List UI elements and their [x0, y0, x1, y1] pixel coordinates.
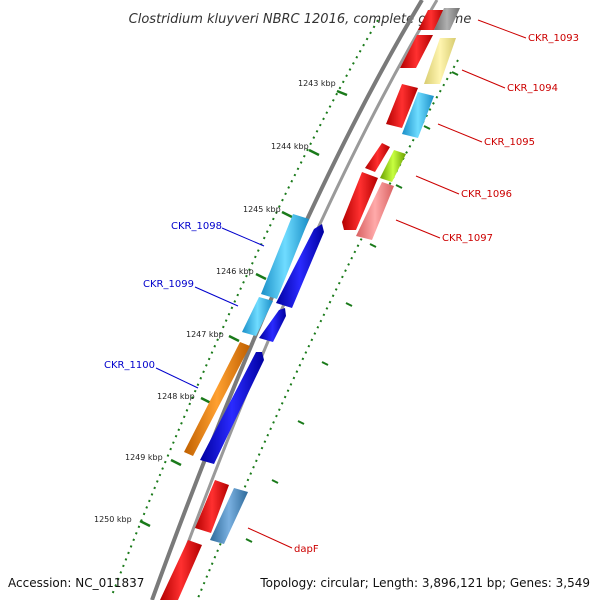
forward-genes — [160, 8, 460, 600]
label-ckr-1095[interactable]: CKR_1095 — [484, 137, 535, 148]
reverse-genes — [184, 214, 324, 464]
gene-ckr-1097[interactable] — [356, 182, 394, 240]
gene-dapf[interactable] — [210, 488, 248, 544]
map-title: Clostridium kluyveri NBRC 12016, complet… — [129, 12, 472, 27]
gene-ckr-1099-b[interactable] — [259, 308, 286, 342]
gene-ckr-1098[interactable] — [261, 214, 309, 299]
gene-ckr-1093-b[interactable] — [434, 8, 460, 30]
gene-ckr-1100-b[interactable] — [200, 352, 264, 464]
gene-ckr-1094-a[interactable] — [400, 35, 433, 68]
scale-ticks — [139, 89, 348, 528]
gene-ckr-1100[interactable] — [184, 342, 250, 456]
gene-ckr-1095-a[interactable] — [386, 84, 418, 128]
kbp-label-1249: 1249 kbp — [125, 453, 163, 462]
label-ckr-1093[interactable]: CKR_1093 — [528, 33, 579, 44]
gene-ckr-1099[interactable] — [242, 297, 273, 336]
gene-ckr-1094-b[interactable] — [424, 38, 456, 84]
inner-tick-ring — [111, 19, 379, 596]
label-ckr-1099[interactable]: CKR_1099 — [143, 279, 194, 290]
gene-ckr-1098-b[interactable] — [276, 224, 324, 308]
gene-ckr-1096-c[interactable] — [342, 172, 378, 230]
gene-ckr-1093-a[interactable] — [418, 10, 444, 30]
reverse-leaders — [155, 227, 265, 389]
forward-leaders — [247, 19, 527, 549]
accession-text: Accession: NC_011837 — [8, 576, 144, 590]
gene-ckr-1096-b[interactable] — [380, 150, 406, 182]
gene-dapf-c[interactable] — [160, 540, 202, 600]
kbp-label-1248: 1248 kbp — [157, 392, 195, 401]
kbp-label-1247: 1247 kbp — [186, 330, 224, 339]
kbp-label-1250: 1250 kbp — [94, 515, 132, 524]
summary-text: Topology: circular; Length: 3,896,121 bp… — [259, 576, 590, 590]
outer-tick-ring — [197, 59, 459, 599]
kbp-label-1244: 1244 kbp — [271, 142, 309, 151]
gene-ckr-1095-b[interactable] — [402, 92, 434, 138]
label-ckr-1097[interactable]: CKR_1097 — [442, 233, 493, 244]
outer-minor-ticks — [245, 71, 459, 543]
label-ckr-1100[interactable]: CKR_1100 — [104, 360, 155, 371]
gene-dapf-a[interactable] — [195, 480, 229, 533]
label-ckr-1098[interactable]: CKR_1098 — [171, 221, 222, 232]
gene-ckr-1096-a[interactable] — [365, 143, 390, 172]
kbp-label-1245: 1245 kbp — [243, 205, 281, 214]
kbp-label-1243: 1243 kbp — [298, 79, 336, 88]
label-dapf[interactable]: dapF — [294, 544, 319, 555]
scale-labels: 1243 kbp 1244 kbp 1245 kbp 1246 kbp 1247… — [94, 79, 336, 524]
label-ckr-1094[interactable]: CKR_1094 — [507, 83, 558, 94]
kbp-label-1246: 1246 kbp — [216, 267, 254, 276]
label-ckr-1096[interactable]: CKR_1096 — [461, 189, 512, 200]
